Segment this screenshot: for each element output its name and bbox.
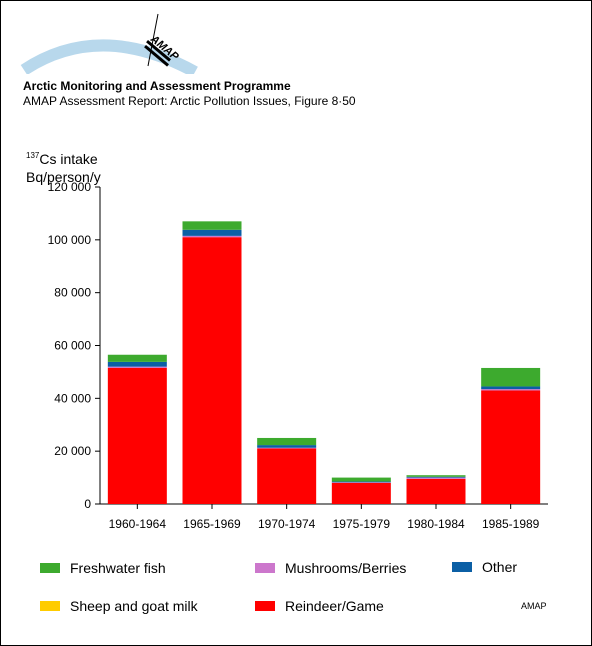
report-title: AMAP Assessment Report: Arctic Pollution…	[23, 94, 356, 108]
bar-segment	[182, 235, 242, 238]
bar-segment	[257, 447, 317, 449]
x-tick-label: 1970-1974	[258, 517, 316, 531]
y-tick-label: 40 000	[54, 391, 91, 405]
bar-segment	[406, 476, 466, 478]
x-tick-label: 1985-1989	[482, 517, 540, 531]
y-axis-label-line2: Bq/person/y	[26, 169, 101, 185]
y-tick-label: 0	[84, 497, 91, 511]
bar-segment	[331, 482, 391, 483]
y-tick-label: 60 000	[54, 339, 91, 353]
legend-swatch	[255, 601, 275, 611]
amap-logo: AMAP	[20, 13, 198, 74]
x-tick-label: 1965-1969	[183, 517, 241, 531]
bar-segment	[107, 354, 167, 362]
x-tick-label: 1975-1979	[333, 517, 391, 531]
legend-swatch	[452, 562, 472, 572]
y-axis-label-line1: 137Cs intake	[26, 151, 98, 167]
bar-segment	[182, 237, 242, 505]
bar-segment	[406, 478, 466, 504]
legend-swatch	[40, 601, 60, 611]
credit-label: AMAP	[521, 601, 547, 611]
y-axis-label-text: Cs intake	[39, 151, 98, 167]
y-tick-label: 20 000	[54, 444, 91, 458]
y-tick-label: 100 000	[48, 233, 92, 247]
legend-label: Sheep and goat milk	[70, 598, 198, 614]
bar-segment	[331, 482, 391, 504]
bar-segment	[331, 481, 391, 483]
legend-swatch	[255, 563, 275, 573]
bar-segment	[406, 475, 466, 477]
x-tick-label: 1980-1984	[407, 517, 465, 531]
bar-segment	[257, 445, 317, 448]
bar-segment	[481, 390, 541, 504]
bar-segment	[406, 477, 466, 479]
bar-segment	[182, 229, 242, 236]
y-tick-label: 80 000	[54, 286, 91, 300]
isotope-superscript: 137	[26, 151, 40, 160]
legend-label: Reindeer/Game	[285, 598, 384, 614]
x-tick-label: 1960-1964	[109, 517, 167, 531]
legend-label: Mushrooms/Berries	[285, 560, 407, 576]
bar-segment	[257, 448, 317, 504]
bar-segment	[481, 367, 541, 387]
bar-segment	[331, 477, 391, 482]
bar-segment	[481, 386, 541, 390]
bar-segment	[257, 437, 317, 446]
organization-title: Arctic Monitoring and Assessment Program…	[23, 79, 291, 93]
bar-segment	[107, 366, 167, 368]
bar-segment	[107, 367, 167, 504]
bar-segment	[107, 361, 167, 367]
bar-segment	[481, 389, 541, 391]
legend-swatch	[40, 563, 60, 573]
bar-segment	[182, 221, 242, 230]
legend-label: Other	[482, 559, 518, 575]
legend-label: Freshwater fish	[70, 560, 166, 576]
y-tick-label: 120 000	[48, 180, 92, 194]
